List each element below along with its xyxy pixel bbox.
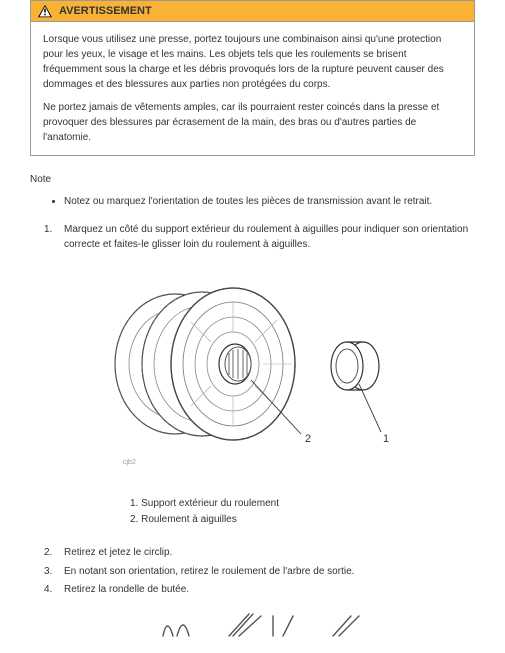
warning-label: AVERTISSEMENT [59, 5, 152, 17]
note-bullet: Notez ou marquez l'orientation de toutes… [64, 195, 475, 209]
warning-body: Lorsque vous utilisez une presse, portez… [31, 22, 474, 155]
step-number: 1. [44, 223, 58, 252]
legend-item-2: 2. Roulement à aiguilles [130, 512, 475, 528]
note-heading: Note [30, 174, 475, 185]
step-4: 4. Retirez la rondelle de butée. [30, 583, 475, 598]
step-3: 3. En notant son orientation, retirez le… [30, 565, 475, 580]
bearing-support-icon [331, 342, 379, 390]
callout-1-number: 1 [383, 433, 389, 445]
warning-paragraph-1: Lorsque vous utilisez une presse, portez… [43, 32, 462, 92]
warning-box: AVERTISSEMENT Lorsque vous utilisez une … [30, 0, 475, 156]
warning-triangle-icon [37, 4, 53, 18]
warning-header: AVERTISSEMENT [31, 1, 474, 22]
step-text: Retirez la rondelle de butée. [64, 583, 189, 598]
figure-credit: cjb2 [123, 459, 136, 466]
callout-2-number: 2 [305, 433, 311, 445]
figure-legend: 1. Support extérieur du roulement 2. Rou… [30, 496, 475, 528]
legend-item-1: 1. Support extérieur du roulement [130, 496, 475, 512]
step-number: 2. [44, 546, 58, 561]
page-content: AVERTISSEMENT Lorsque vous utilisez une … [0, 0, 505, 653]
step-text: Marquez un côté du support extérieur du … [64, 223, 475, 252]
step-number: 3. [44, 565, 58, 580]
note-list: Notez ou marquez l'orientation de toutes… [30, 195, 475, 209]
step-2: 2. Retirez et jetez le circlip. [30, 546, 475, 561]
step-1: 1. Marquez un côté du support extérieur … [30, 223, 475, 252]
step-number: 4. [44, 583, 58, 598]
step-text: En notant son orientation, retirez le ro… [64, 565, 354, 580]
partial-sketch-icon [30, 612, 475, 643]
step-text: Retirez et jetez le circlip. [64, 546, 172, 561]
figure-gears: 2 1 cjb2 [30, 264, 475, 484]
warning-paragraph-2: Ne portez jamais de vêtements amples, ca… [43, 100, 462, 145]
